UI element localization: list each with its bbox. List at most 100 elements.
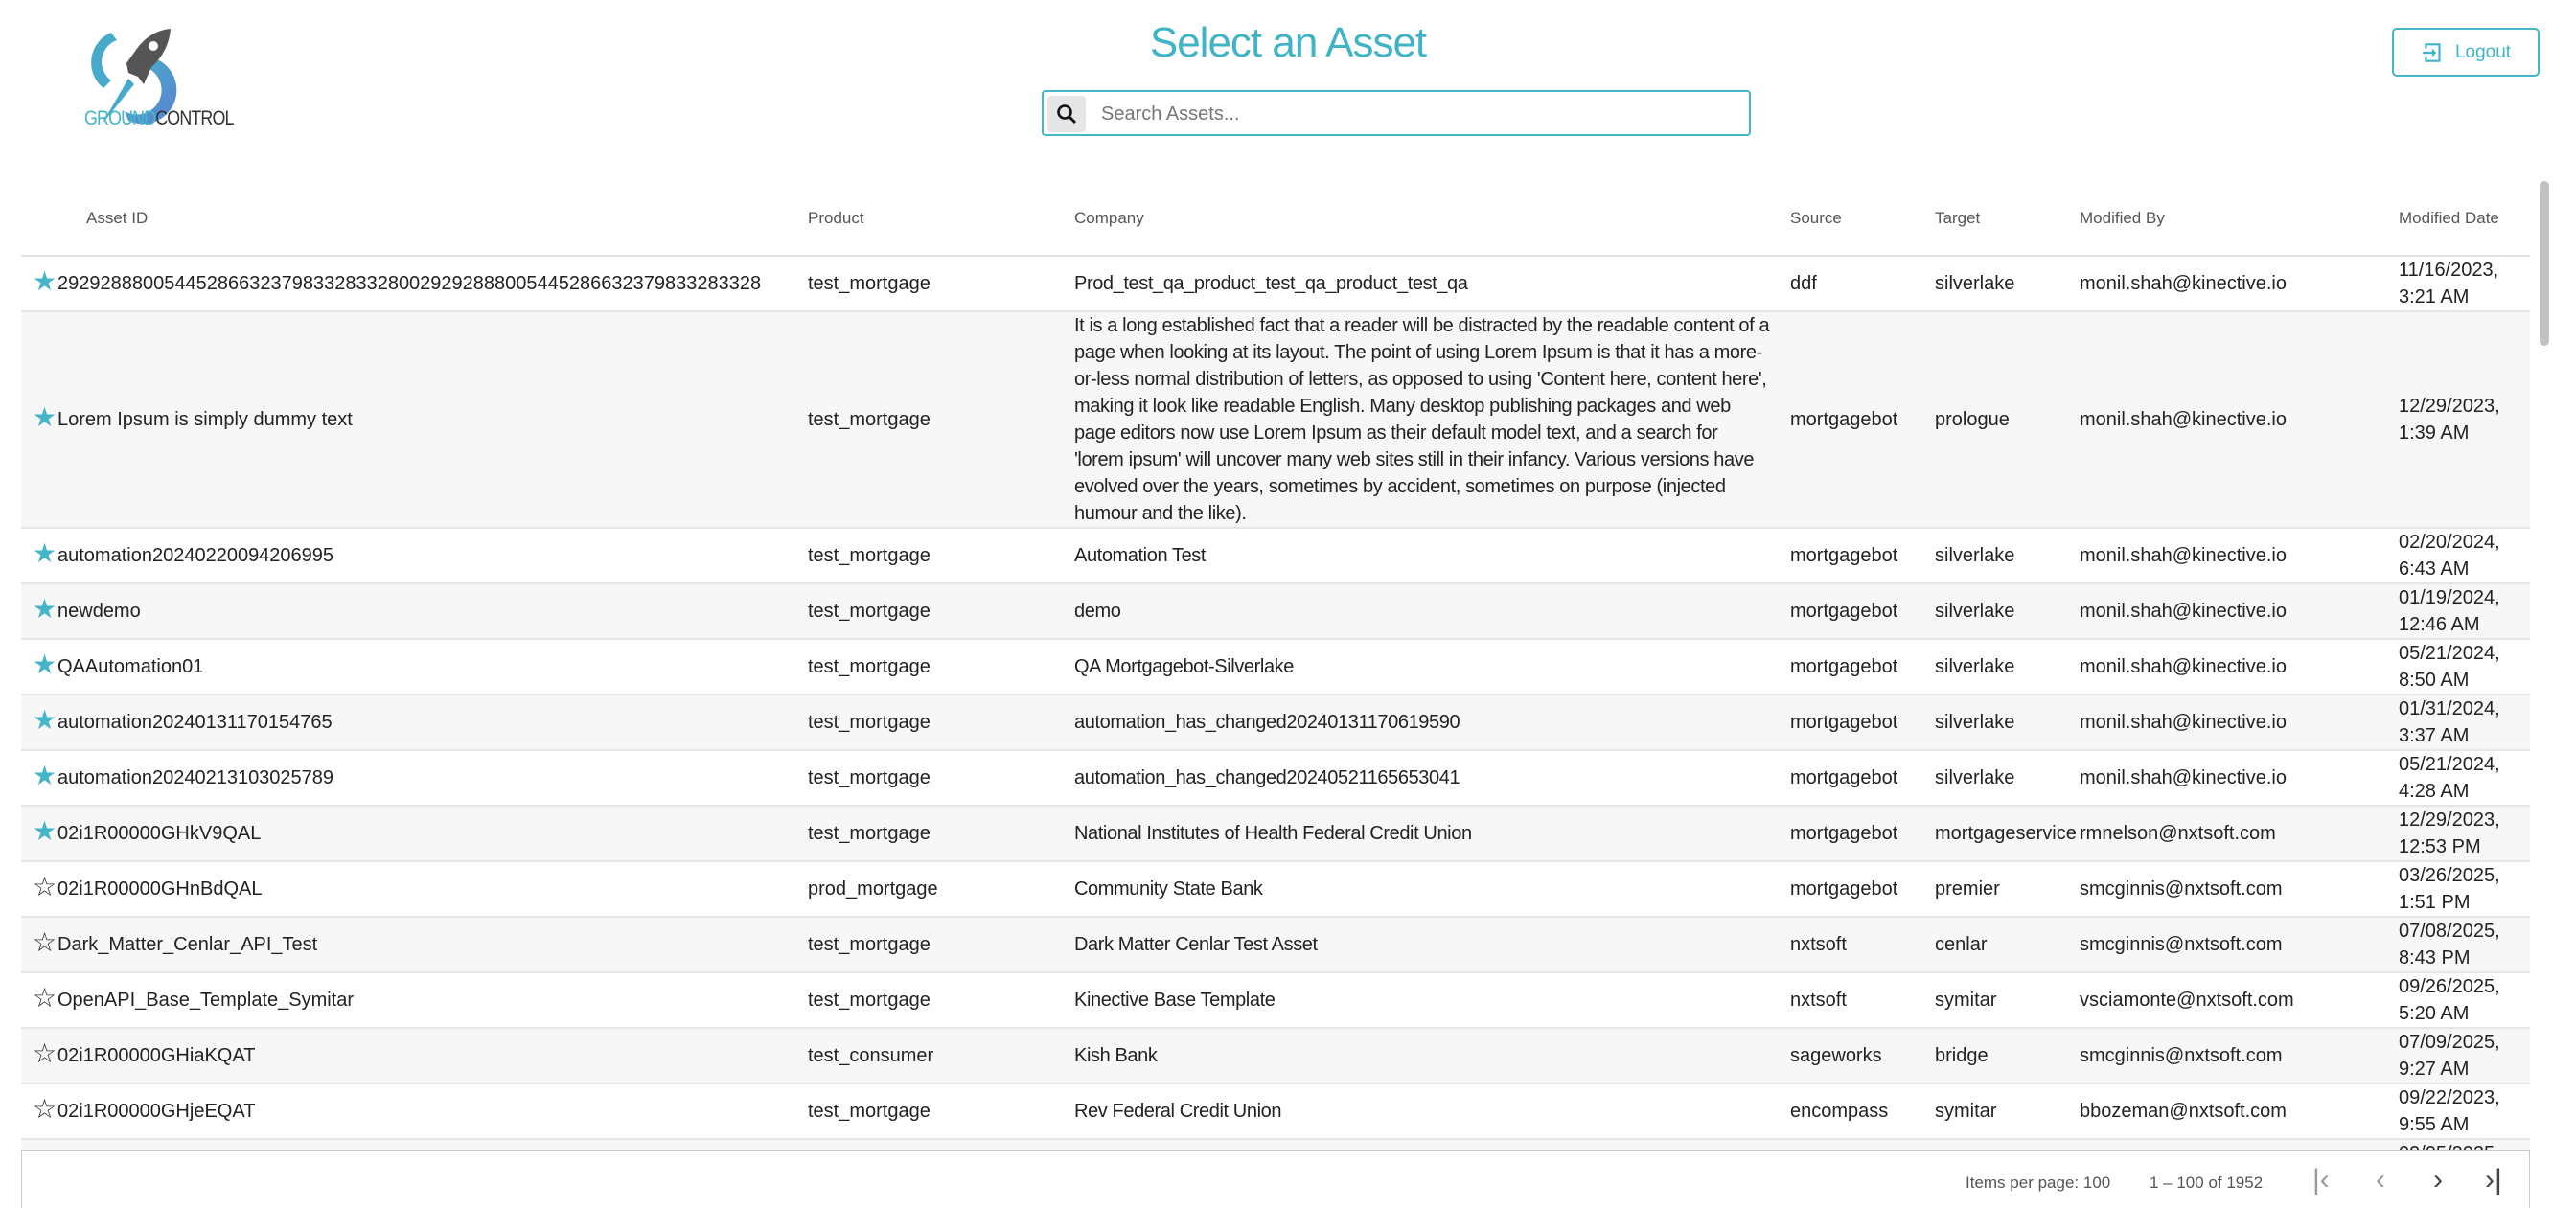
table-row[interactable]: ★ automation20240220094206995 test_mortgag… [21,528,2530,584]
star-outline-icon[interactable]: ☆ [33,871,58,901]
cell-asset-id: ☆ 02i1R00000GHnBdQAL [21,861,808,918]
product-text: test_consumer [808,1045,934,1066]
modified-time: 5:20 AM [2399,1003,2470,1024]
table-row[interactable]: ★ 292928880054452866323798332833280029292… [21,256,2530,312]
cell-source: mortgagebot [1790,639,1935,695]
company-text: Community State Bank [1074,878,1263,900]
table-row[interactable]: ★ newdemo test_mortgage demo mortgagebot silv… [21,583,2530,640]
star-filled-icon[interactable]: ★ [33,815,58,846]
cell-target: mortgageservice [1935,806,2080,862]
column-header-source[interactable]: Source [1790,182,1935,257]
logo-wordmark: GROUNDCONTROL [84,107,234,129]
logout-button[interactable]: Logout [2392,28,2540,77]
column-header-asset-id[interactable]: Asset ID [21,182,808,257]
cell-modified-by: monil.shah@kinective.io [2080,583,2399,640]
table-row[interactable]: ☆ OpenAPI_Base_Template_Symitar test_mortg… [21,972,2530,1029]
table-row[interactable]: ★ 02i1R00000GHkV9QAL test_mortgage National… [21,806,2530,862]
star-outline-icon[interactable]: ☆ [33,982,58,1013]
previous-page-icon[interactable]: ‹ [2376,1164,2385,1196]
star-outline-icon[interactable]: ☆ [33,1037,58,1068]
star-filled-icon[interactable]: ★ [33,401,58,432]
cell-target: silverlake [1935,639,2080,695]
cell-company: automation_has_changed20240521165653041 [1074,750,1790,807]
cell-source: mortgagebot [1790,1139,1935,1150]
target-text: silverlake [1935,656,2015,677]
asset-id-text: automation20240213103025789 [58,767,334,788]
product-text: test_mortgage [808,767,931,788]
table-row[interactable]: ★ automation20240131170154765 test_mortgag… [21,695,2530,751]
cell-modified-by: vsciamonte@nxtsoft.com [2080,972,2399,1029]
logout-icon [2423,42,2441,62]
modified-date: 11/16/2023, [2399,260,2499,281]
table-scrollbar[interactable] [2540,181,2549,346]
table-row[interactable]: ☆ 02i1R00000GHnBdQAL prod_mortgage Communit… [21,861,2530,918]
items-per-page[interactable]: Items per page: 100 [1966,1174,2110,1193]
modified-time: 8:50 AM [2399,670,2470,691]
modified-time: 12:46 AM [2399,614,2480,635]
star-filled-icon[interactable]: ★ [33,265,58,296]
target-text: cenlar [1935,934,1988,955]
source-text: mortgagebot [1790,823,1898,844]
table-row[interactable]: ☆ 02i1R00000GHiaKQAT test_consumer Kish Ban… [21,1028,2530,1084]
table-row[interactable]: ☆ Dark_Matter_Cenlar_API_Test test_mortgag… [21,917,2530,973]
column-header-product[interactable]: Product [808,182,1074,257]
star-filled-icon[interactable]: ★ [33,760,58,790]
cell-asset-id: ★ automation20240220094206995 [21,528,808,584]
modified-by-text: monil.shah@kinective.io [2080,273,2287,294]
cell-source: mortgagebot [1790,528,1935,584]
cell-product: test_mortgage [808,256,1074,312]
star-outline-icon[interactable]: ☆ [33,926,58,957]
table-row[interactable]: ★ QAAutomation01 test_mortgage QA Mortgageb… [21,639,2530,695]
search-input[interactable] [1099,96,1736,132]
cell-product: test_mortgage [808,806,1074,862]
product-text: test_mortgage [808,656,931,677]
product-text: test_mortgage [808,601,931,622]
asset-id-text: newdemo [58,601,141,622]
cell-modified-by: monil.shah@kinective.io [2080,750,2399,807]
cell-target: premier [1935,861,2080,918]
logout-label: Logout [2454,41,2512,62]
cell-source: ddf [1790,256,1935,312]
cell-asset-id: ☆ OpenAPI_Base_Template_Symitar [21,972,808,1029]
groundcontrol-logo [91,29,177,125]
star-outline-icon[interactable]: ☆ [33,1093,58,1124]
source-text: encompass [1790,1101,1889,1122]
column-header-modified-date[interactable]: Modified Date [2399,182,2530,257]
cell-company: QA Mortgagebot-Silverlake [1074,639,1790,695]
column-header-modified-by[interactable]: Modified By [2080,182,2399,257]
star-filled-icon[interactable]: ★ [33,537,58,568]
cell-modified-by: smcginnis@nxtsoft.com [2080,1028,2399,1084]
last-page-icon[interactable]: ›| [2485,1164,2502,1196]
cell-target: bridge [1935,1028,2080,1084]
cell-product: test_mortgage [808,750,1074,807]
table-row[interactable]: ★ automation20240213103025789 test_mortgag… [21,750,2530,807]
cell-modified-by: smcginnis@nxtsoft.com [2080,861,2399,918]
modified-by-text: smcginnis@nxtsoft.com [2080,934,2283,955]
table-row[interactable]: ☆02i1R000007wexCQAQprod_mortgageChesapea… [21,1139,2530,1150]
modified-date: 01/31/2024, [2399,698,2500,719]
asset-id-text: OpenAPI_Base_Template_Symitar [58,990,355,1011]
table-row[interactable]: ☆ 02i1R00000GHjeEQAT test_mortgage Rev Fede… [21,1083,2530,1140]
cell-modified-date: 09/05/2025,3:53 PM [2399,1139,2530,1150]
star-filled-icon[interactable]: ★ [33,593,58,624]
source-text: mortgagebot [1790,712,1898,733]
product-text: test_mortgage [808,990,931,1011]
source-text: mortgagebot [1790,545,1898,566]
next-page-icon[interactable]: › [2433,1164,2443,1196]
first-page-icon[interactable]: |‹ [2312,1164,2330,1196]
company-text: Dark Matter Cenlar Test Asset [1074,934,1318,955]
modified-time: 3:37 AM [2399,725,2470,746]
star-filled-icon[interactable]: ★ [33,704,58,735]
cell-modified-date: 01/31/2024, 3:37 AM [2399,695,2530,751]
search-button[interactable] [1047,96,1086,132]
table-row[interactable]: ★ Lorem Ipsum is simply dummy text test_mo… [21,311,2530,529]
column-header-company[interactable]: Company [1074,182,1790,257]
items-per-page-value[interactable]: 100 [2082,1174,2111,1192]
cell-asset-id: ☆ 02i1R00000GHiaKQAT [21,1028,808,1084]
cell-modified-date: 02/20/2024, 6:43 AM [2399,528,2530,584]
target-text: silverlake [1935,601,2015,622]
star-filled-icon[interactable]: ★ [33,649,58,679]
asset-id-text: QAAutomation01 [58,656,204,677]
company-text: demo [1074,601,1121,622]
column-header-target[interactable]: Target [1935,182,2080,257]
